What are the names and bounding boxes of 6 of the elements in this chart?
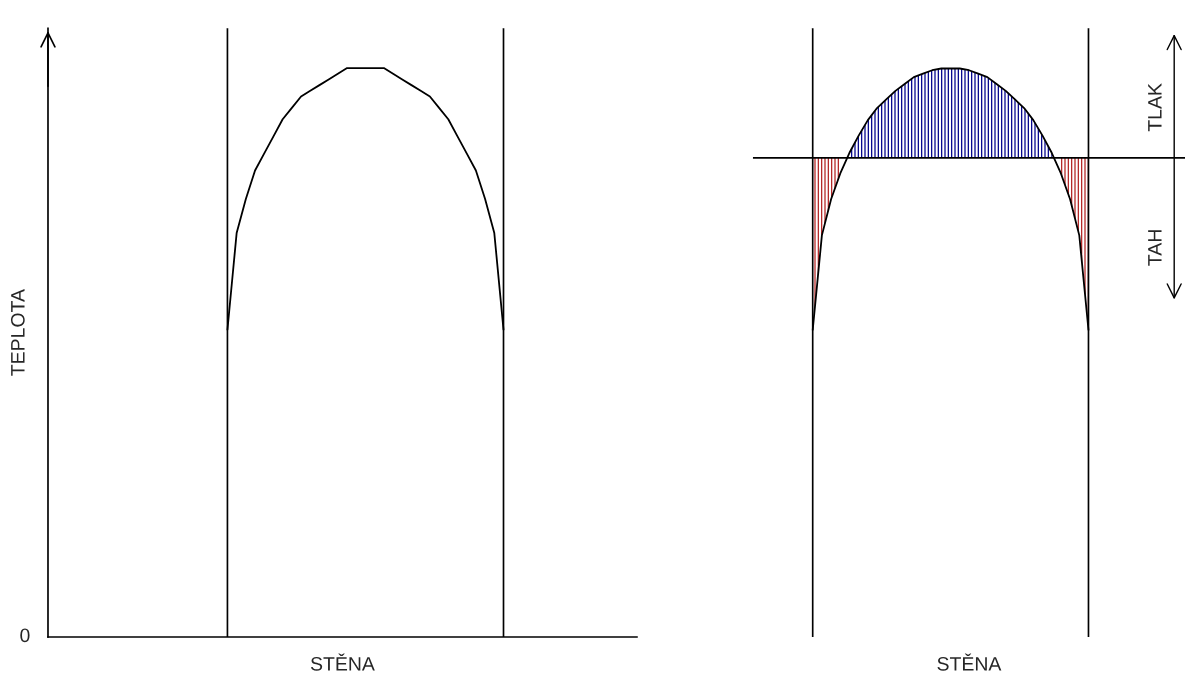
annotation: TAH <box>1148 230 1162 266</box>
y-axis-title: TEPLOTA <box>10 289 25 376</box>
annotation: TLAK <box>1148 83 1162 132</box>
x-axis-title: STĚNA <box>310 653 375 671</box>
x-axis-title: STĚNA <box>937 653 1002 671</box>
text: 0 <box>20 628 30 643</box>
